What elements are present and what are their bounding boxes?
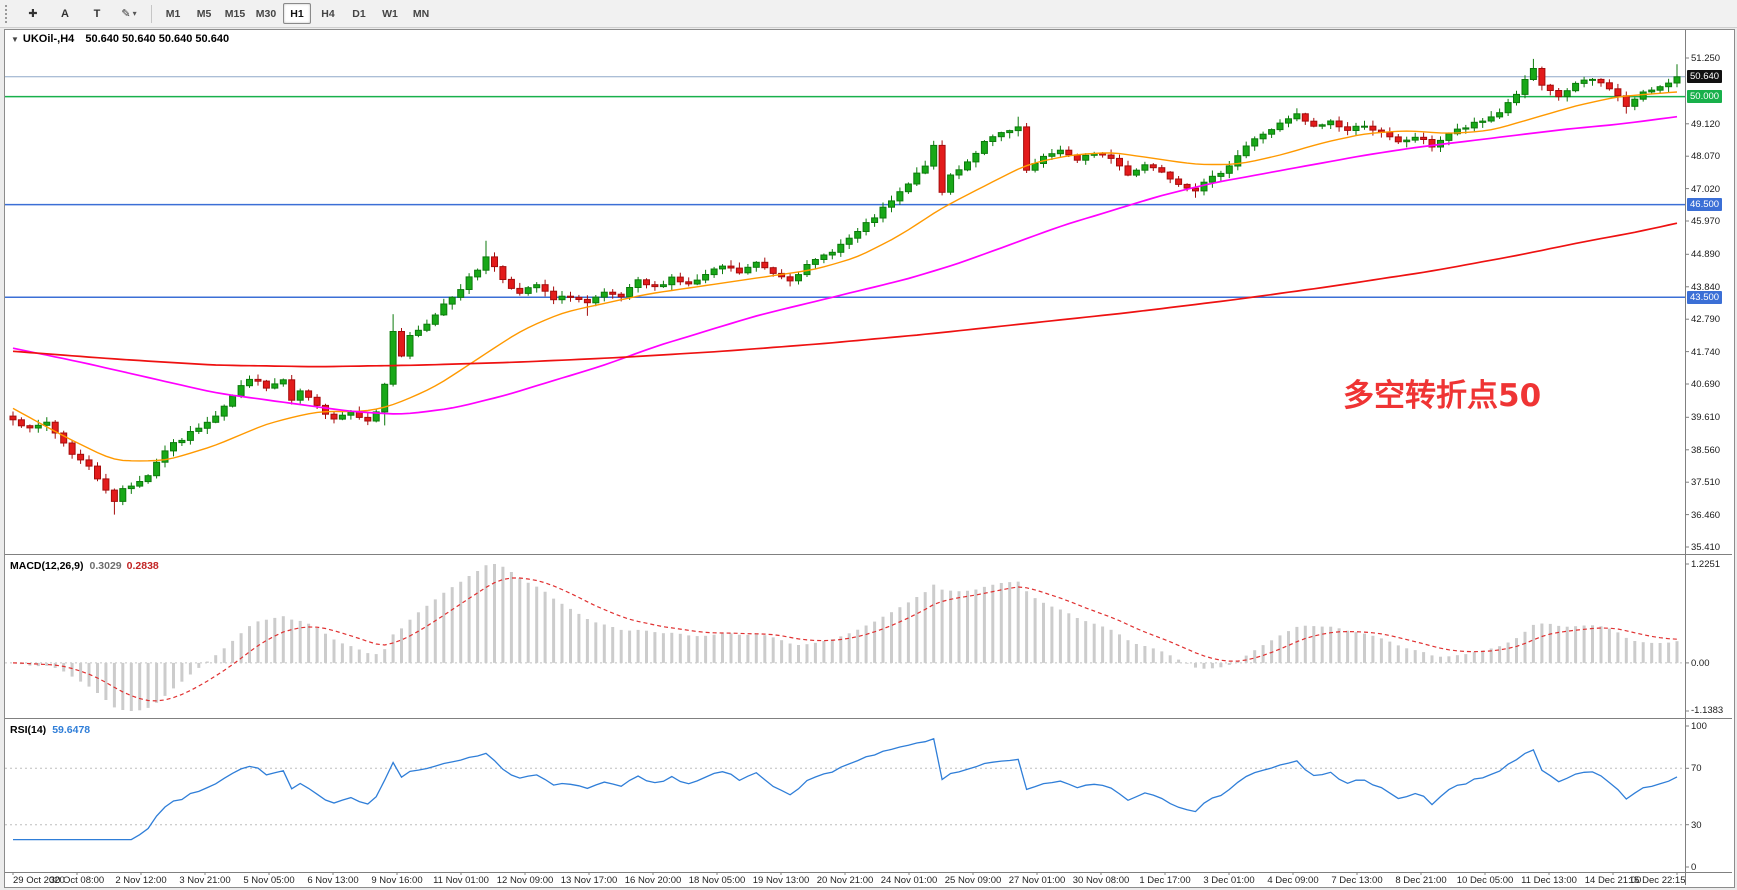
chart-window: ▼ UKOil-,H4 50.640 50.640 50.640 50.640 多… — [4, 29, 1735, 888]
toolbar: ✚ A T ✎ ▾ M1 M5 M15 M30 H1 H4 D1 W1 MN — [0, 0, 1737, 28]
drawing-tools-group: ✚ A T ✎ ▾ — [18, 3, 144, 25]
timeframe-button-h4[interactable]: H4 — [321, 7, 335, 20]
pane-separator-rsi[interactable] — [5, 716, 1732, 721]
timeframe-group: M1 M5 M15 M30 H1 H4 D1 W1 MN — [159, 3, 435, 24]
toolbar-grip[interactable] — [5, 4, 12, 23]
timeframe-button-m15[interactable]: M15 — [224, 7, 246, 20]
timeframe-button-h1[interactable]: H1 — [283, 3, 311, 24]
timeframe-button-w1[interactable]: W1 — [382, 7, 398, 20]
timeframe-button-d1[interactable]: D1 — [352, 7, 366, 20]
text-tool[interactable]: A — [61, 7, 69, 20]
timeframe-button-m1[interactable]: M1 — [165, 7, 181, 20]
toolbar-separator — [151, 4, 152, 23]
pane-separator-macd[interactable] — [5, 552, 1732, 557]
drawing-tool-icon[interactable]: ✎ ▾ — [121, 8, 137, 20]
crosshair-tool-icon[interactable]: ✚ — [28, 8, 38, 20]
timeframe-button-m5[interactable]: M5 — [196, 7, 212, 20]
chart-canvas[interactable] — [5, 30, 1732, 885]
timeframe-button-m30[interactable]: M30 — [255, 7, 277, 20]
chevron-down-icon: ▾ — [132, 9, 137, 18]
text-label-tool[interactable]: T — [93, 7, 101, 20]
timeframe-button-mn[interactable]: MN — [412, 7, 430, 20]
